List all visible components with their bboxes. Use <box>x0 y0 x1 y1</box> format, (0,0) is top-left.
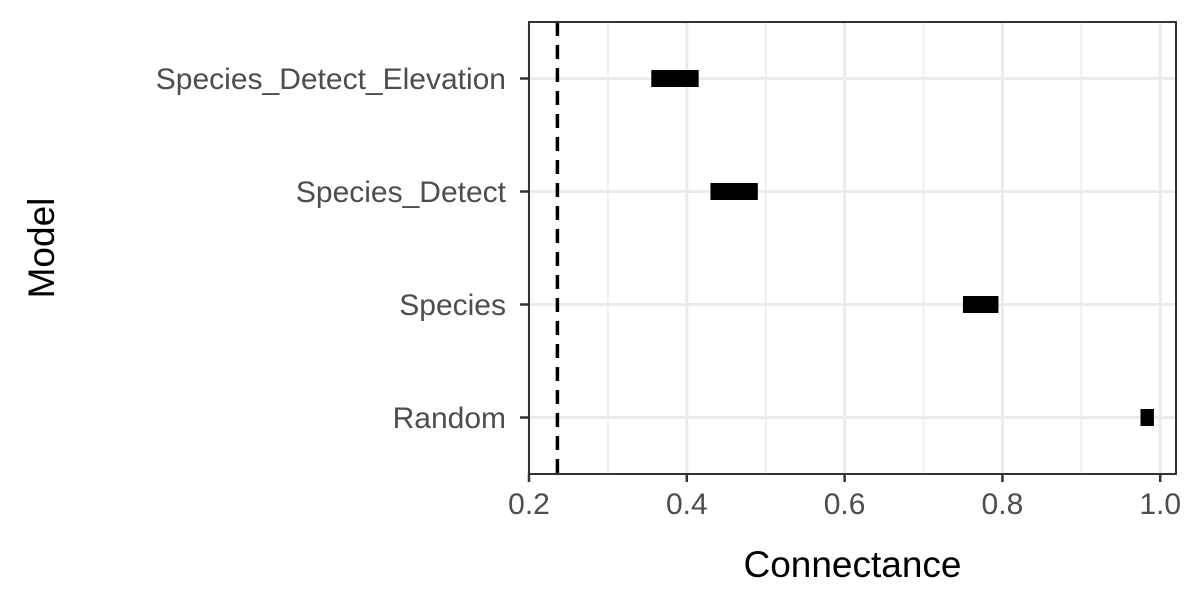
interval-bar <box>1140 409 1154 426</box>
x-tick-label: 1.0 <box>1139 488 1181 521</box>
interval-bar <box>962 296 999 313</box>
x-tick-label: 0.2 <box>508 488 550 521</box>
x-tick-label: 0.6 <box>824 488 866 521</box>
y-tick-label: Random <box>393 402 506 435</box>
axes: 0.2 0.4 0.6 0.8 1.0 Species_Detect_Elevation S… <box>156 63 1181 521</box>
x-tick-label: 0.8 <box>982 488 1024 521</box>
x-tick-label: 0.4 <box>666 488 708 521</box>
y-tick-label: Species_Detect_Elevation <box>156 63 506 96</box>
panel-border <box>528 21 1177 475</box>
y-tick-label: Species <box>399 289 506 322</box>
x-axis-title: Connectance <box>743 544 961 585</box>
interval-bar <box>710 183 758 200</box>
interval-bar <box>651 70 699 87</box>
grid <box>527 22 1176 474</box>
y-axis-title: Model <box>21 198 62 299</box>
y-tick-label: Species_Detect <box>296 176 507 209</box>
interval-layer <box>651 70 1154 426</box>
